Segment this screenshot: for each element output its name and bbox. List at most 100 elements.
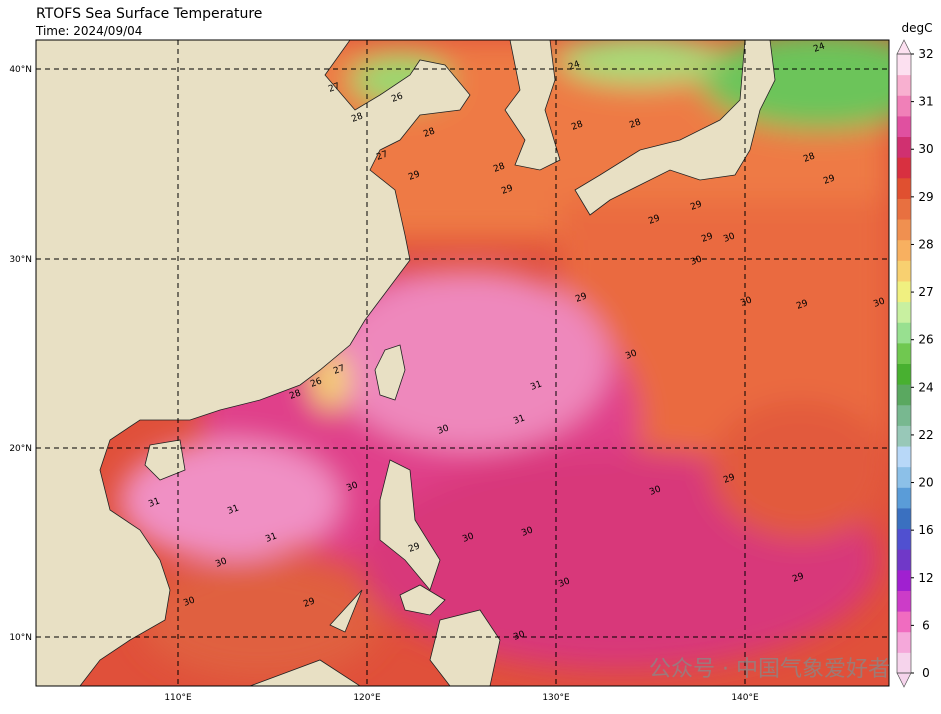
contour-label: 30 (739, 295, 753, 308)
contour-label: 28 (628, 117, 642, 130)
colorbar-segment (897, 384, 911, 406)
contour-label: 27 (327, 81, 341, 94)
contour-label: 31 (226, 503, 240, 516)
watermark: 公众号 · 中国气象爱好者 (649, 657, 890, 682)
colorbar-segment (897, 404, 911, 426)
contour-label: 29 (407, 169, 421, 182)
title: RTOFS Sea Surface Temperature (36, 6, 262, 22)
colorbar-label: 30 (918, 142, 933, 156)
colorbar-segment (897, 157, 911, 179)
colorbar-label: 24 (918, 380, 933, 394)
colorbar-segment (897, 95, 911, 117)
contour-label: 29 (822, 173, 836, 186)
contour-label: 31 (512, 413, 526, 426)
lon-label: 120°E (353, 693, 381, 703)
colorbar-label: 22 (918, 428, 933, 442)
colorbar-segment (897, 54, 911, 76)
contour-label: 27 (375, 149, 389, 162)
lon-label: 110°E (164, 693, 192, 703)
lat-label: 10°N (9, 633, 32, 643)
colorbar-label: 6 (922, 618, 930, 632)
contour-label: 28 (802, 151, 816, 164)
colorbar-segment (897, 74, 911, 96)
contour-label: 26 (390, 91, 404, 104)
lat-label: 20°N (9, 444, 32, 454)
colorbar-segment (897, 425, 911, 447)
contour-label: 28 (288, 388, 302, 401)
colorbar-arrow-bottom (896, 672, 912, 688)
colorbar: 0 6 12 16 20 22 24 26 27 28 29 30 31 32 degC (896, 21, 934, 688)
contour-label: 30 (512, 629, 526, 642)
colorbar-label: 28 (918, 237, 933, 251)
contour-label: 29 (791, 571, 805, 584)
contour-label: 29 (574, 291, 588, 304)
colorbar-label: 0 (922, 666, 930, 680)
contour-label: 30 (557, 576, 571, 589)
lon-label: 130°E (542, 693, 570, 703)
colorbar-segment (897, 446, 911, 468)
colorbar-label: 32 (918, 47, 933, 61)
colorbar-label: 16 (918, 523, 933, 537)
contour-label: 31 (264, 531, 278, 544)
contour-label: 29 (689, 199, 703, 212)
colorbar-segment (897, 652, 911, 674)
colorbar-segment (897, 363, 911, 385)
contour-label: 28 (570, 119, 584, 132)
colorbar-segment (897, 219, 911, 241)
colorbar-segment (897, 177, 911, 199)
contour-label: 24 (812, 41, 826, 54)
contour-label: 30 (689, 254, 703, 267)
colorbar-label: 31 (918, 95, 933, 109)
colorbar-segment (897, 631, 911, 653)
contour-label: 30 (461, 531, 475, 544)
contour-label: 28 (422, 126, 436, 139)
contour-label: 29 (795, 298, 809, 311)
colorbar-segment (897, 466, 911, 488)
colorbar-segment (897, 549, 911, 571)
colorbar-segment (897, 239, 911, 261)
contour-label: 29 (700, 231, 714, 244)
colorbar-frame (896, 53, 912, 674)
colorbar-segment (897, 611, 911, 633)
colorbar-label: 26 (918, 333, 933, 347)
contour-labels: 27 28 26 28 29 27 28 29 28 28 29 29 30 29 30 28 29 29 30 30… (147, 41, 886, 642)
contour-label: 28 (492, 161, 506, 174)
contour-label: 30 (345, 480, 359, 493)
colorbar-unit: degC (902, 21, 933, 35)
graticule (36, 40, 889, 686)
contour-label: 29 (722, 472, 736, 485)
colorbar-segment (897, 342, 911, 364)
contour-label: 24 (567, 59, 581, 72)
colorbar-segment (897, 507, 911, 530)
contour-label: 30 (872, 296, 886, 309)
colorbar-label: 27 (918, 285, 933, 299)
colorbar-label: 20 (918, 476, 933, 490)
colorbar-segment (897, 260, 911, 282)
colorbar-segment (897, 528, 911, 550)
lat-label: 30°N (9, 255, 32, 265)
colorbar-segment (897, 301, 911, 323)
land (36, 40, 776, 686)
colorbar-segment (897, 280, 911, 303)
contour-label: 31 (147, 496, 161, 509)
colorbar-arrow-top (896, 39, 912, 55)
colorbar-label: 29 (918, 190, 933, 204)
contour-label: 30 (182, 595, 196, 608)
contour-label: 29 (647, 213, 661, 226)
colorbar-segment (897, 590, 911, 612)
contour-label: 30 (520, 525, 534, 538)
contour-label: 29 (500, 183, 514, 196)
contour-label: 31 (529, 379, 543, 392)
colorbar-segment (897, 322, 911, 344)
colorbar-label: 12 (918, 571, 933, 585)
contour-label: 29 (302, 596, 316, 609)
contour-label: 30 (214, 556, 228, 569)
plot-frame (35, 39, 890, 687)
contour-label: 30 (722, 231, 736, 244)
subtitle: Time: 2024/09/04 (35, 24, 142, 38)
contour-label: 30 (648, 484, 662, 497)
colorbar-segment (897, 198, 911, 220)
colorbar-segment (897, 136, 911, 158)
colorbar-segment (897, 569, 911, 591)
